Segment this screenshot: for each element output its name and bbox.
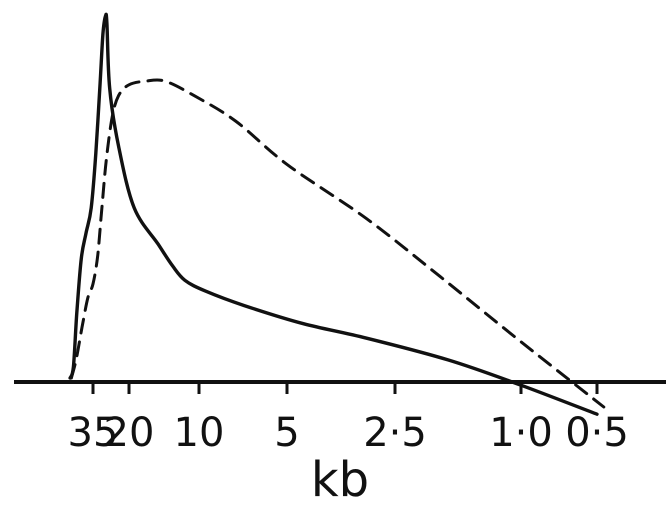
- x-tick-label: 1·0: [489, 410, 553, 456]
- x-tick-label: 2·5: [363, 410, 427, 456]
- x-tick-label: 5: [274, 410, 299, 456]
- x-tick-label: 10: [174, 410, 225, 456]
- solid-curve: [68, 12, 599, 416]
- x-axis-title: kb: [311, 452, 369, 507]
- chart-series: [68, 12, 606, 416]
- x-tick-label: 35: [68, 410, 119, 456]
- x-tick-label: 20: [104, 410, 155, 456]
- dashed-curve: [69, 78, 606, 409]
- x-tick-label: 0·5: [565, 410, 629, 456]
